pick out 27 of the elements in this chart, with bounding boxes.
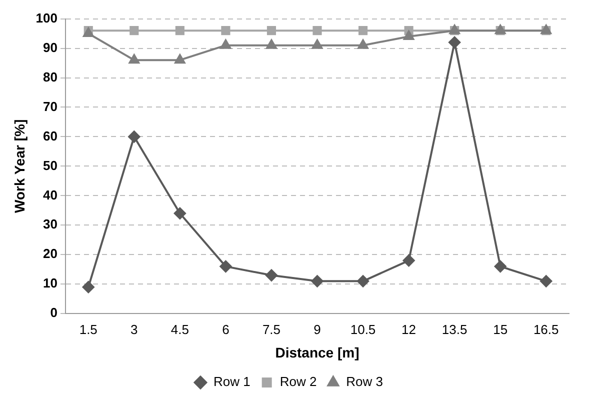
x-axis-title: Distance [m] (275, 344, 360, 360)
x-tick-label: 1.5 (79, 322, 98, 337)
y-tick-label: 80 (43, 69, 58, 84)
y-tick-label: 60 (43, 128, 58, 144)
y-tick-label: 10 (43, 276, 58, 291)
x-tick-label: 4.5 (170, 322, 189, 337)
y-tick-label: 40 (43, 187, 58, 202)
y-tick-label: 20 (43, 246, 58, 262)
x-tick-label: 12 (402, 322, 416, 337)
y-axis-title: Work Year [%] (11, 119, 28, 214)
legend-label: Row 2 (280, 374, 317, 390)
x-tick-label: 13.5 (442, 322, 468, 337)
legend-label: Row 1 (213, 374, 250, 390)
x-tick-label: 3 (130, 322, 138, 337)
y-tick-label: 90 (43, 40, 58, 55)
x-tick-label: 9 (314, 322, 321, 337)
y-tick-label: 100 (36, 10, 58, 26)
y-tick-label: 0 (50, 305, 58, 320)
y-tick-label: 50 (43, 158, 58, 173)
x-tick-label: 16.5 (533, 322, 559, 337)
x-tick-label: 7.5 (262, 322, 281, 337)
x-tick-label: 15 (493, 322, 508, 337)
legend-label: Row 3 (346, 374, 384, 390)
y-tick-label: 30 (43, 216, 58, 232)
x-tick-label: 6 (222, 322, 230, 337)
y-tick-label: 70 (43, 98, 58, 114)
x-tick-label: 10.5 (350, 322, 376, 337)
